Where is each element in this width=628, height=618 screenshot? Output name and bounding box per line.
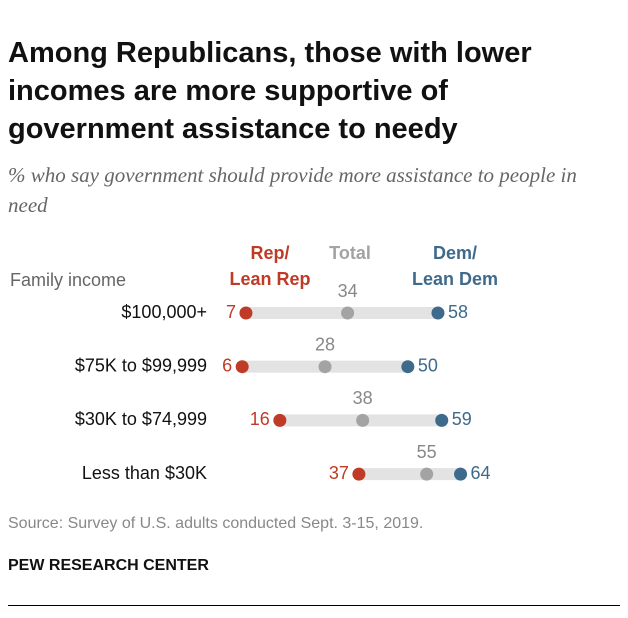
legend-entry: Total — [329, 243, 371, 263]
category-label: $100,000+ — [121, 302, 207, 322]
value-label: 37 — [329, 463, 349, 483]
value-label: 58 — [448, 302, 468, 322]
range-bar — [358, 468, 461, 481]
dot — [420, 467, 434, 481]
dot — [454, 467, 468, 481]
dot — [318, 360, 332, 374]
legend-entry: Dem/ Lean Dem — [411, 243, 499, 289]
dot — [239, 306, 253, 320]
chart-subtitle: % who say government should provide more… — [8, 163, 577, 217]
value-label: 6 — [222, 355, 232, 375]
category-label: Family income — [10, 270, 127, 290]
dot — [273, 413, 287, 427]
value-label: 55 — [417, 442, 437, 462]
value-label: 7 — [226, 302, 236, 322]
category-label: $30K to $74,999 — [75, 409, 207, 429]
value-label: 50 — [418, 355, 438, 375]
dot — [352, 467, 366, 481]
chart-title: Among Republicans, those with lower inco… — [8, 37, 532, 145]
value-label: 28 — [315, 334, 335, 354]
value-label: 16 — [250, 409, 270, 429]
footer: PEW RESEARCH CENTER — [8, 557, 209, 574]
category-label: Less than $30K — [82, 463, 207, 483]
bottom-rule — [8, 605, 620, 606]
dot — [341, 306, 355, 320]
dot — [401, 360, 415, 374]
legend-entry: Rep/ Lean Rep — [229, 243, 311, 289]
value-label: 38 — [353, 388, 373, 408]
value-label: 34 — [338, 281, 358, 301]
dot — [356, 413, 370, 427]
dot — [431, 306, 445, 320]
dot — [435, 413, 449, 427]
dot — [235, 360, 249, 374]
category-label: $75K to $99,999 — [75, 355, 207, 375]
value-label: 64 — [471, 463, 491, 483]
value-label: 59 — [452, 409, 472, 429]
source: Source: Survey of U.S. adults conducted … — [8, 515, 424, 532]
